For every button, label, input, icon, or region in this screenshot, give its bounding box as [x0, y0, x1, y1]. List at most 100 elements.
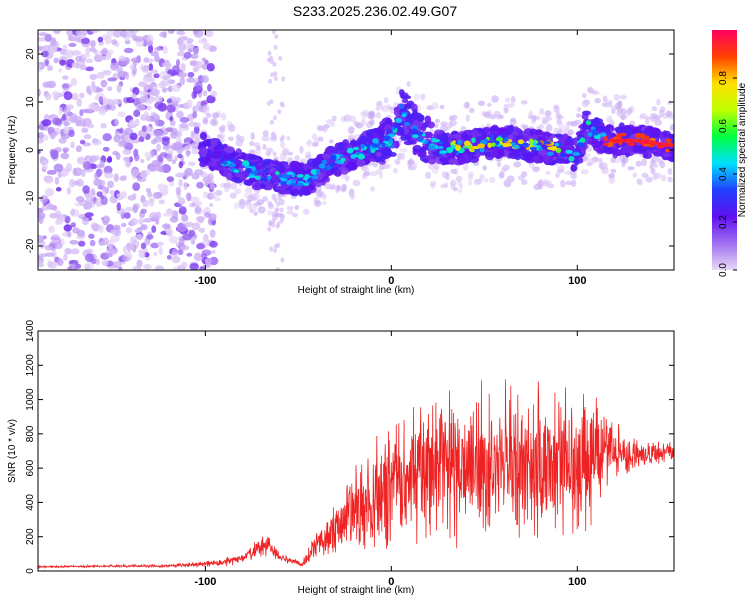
spectrogram-cell — [440, 183, 449, 189]
spectrogram-cell — [90, 30, 100, 34]
snr-y-label: SNR (10 * v/v) — [7, 419, 18, 483]
spectrogram-cell — [266, 100, 271, 106]
spectrogram-cell — [38, 131, 44, 140]
spectrogram-cell — [350, 154, 357, 159]
spectrogram-cell — [580, 169, 589, 175]
spectrogram-cell — [83, 134, 92, 140]
spectrogram-cell — [142, 199, 150, 208]
spectrogram-cell — [431, 102, 439, 110]
spectrogram-cell — [566, 121, 574, 126]
spectrogram-cell — [568, 129, 574, 136]
spectrogram-cell — [58, 215, 66, 222]
spectrogram-cell — [70, 77, 78, 86]
spectrogram-cell — [136, 103, 146, 111]
spectrogram-cell — [220, 112, 227, 121]
snr-y-tick-label: 0 — [25, 568, 36, 574]
spectrogram-cell — [242, 201, 250, 206]
spectrogram-cell — [81, 168, 86, 178]
spectrogram-cell — [314, 200, 322, 208]
spectrogram-cell — [508, 124, 515, 134]
spectrogram-cell — [262, 158, 274, 164]
spectrogram-cell — [51, 90, 60, 97]
spectrogram-x-tick-label: 100 — [568, 275, 586, 287]
spectrogram-cell — [349, 193, 355, 200]
spectrogram-cell — [53, 57, 59, 64]
spectrogram-cell — [211, 118, 219, 127]
spectrogram-cell — [545, 170, 551, 176]
spectrogram-cell — [370, 170, 379, 177]
spectrogram-cell — [272, 151, 277, 157]
spectrogram-cell — [60, 170, 70, 177]
spectrogram-cell — [102, 133, 112, 142]
spectrogram-cell — [132, 182, 141, 191]
spectrogram-cell — [151, 225, 157, 233]
spectrogram-cell — [273, 44, 278, 50]
spectrogram-cell — [38, 139, 44, 144]
spectrogram-cell — [131, 168, 139, 177]
spectrogram-cell — [440, 133, 448, 140]
spectrogram-cell — [140, 242, 147, 250]
spectrogram-cell — [545, 124, 553, 132]
spectrogram-cell — [543, 140, 551, 145]
spectrogram-cell — [228, 162, 236, 168]
spectrogram-cell — [608, 141, 613, 146]
spectrogram-cell — [379, 123, 386, 130]
spectrogram-cell — [176, 223, 187, 233]
spectrogram-cell — [304, 173, 310, 180]
spectrogram-cell — [147, 44, 154, 54]
spectrogram-cell — [596, 133, 601, 140]
spectrogram-cell — [467, 180, 473, 186]
spectrogram-cell — [279, 218, 284, 224]
spectrogram-cell — [210, 137, 218, 147]
spectrogram-cell — [326, 119, 332, 124]
spectrogram-cell — [139, 169, 148, 179]
spectrogram-cell — [383, 97, 389, 104]
spectrogram-cell — [489, 114, 497, 120]
spectrogram-cell — [262, 168, 268, 173]
spectrogram-cell — [310, 169, 319, 175]
spectrogram-cell — [199, 131, 208, 141]
spectrogram-y-tick-label: 10 — [25, 96, 36, 108]
spectrogram-cell — [248, 149, 255, 154]
spectrogram-cell — [96, 168, 102, 178]
spectrogram-x-label: Height of straight line (km) — [298, 285, 415, 296]
spectrogram-cell — [38, 207, 44, 213]
spectrogram-cell — [150, 88, 160, 97]
spectrogram-cell — [44, 244, 53, 251]
spectrogram-cell — [185, 192, 192, 202]
spectrogram-cell — [242, 160, 250, 167]
spectrogram-cell — [555, 172, 560, 179]
spectrogram-cell — [206, 63, 215, 72]
spectrogram-cell — [171, 248, 179, 255]
snr-y-tick-label: 400 — [25, 494, 36, 511]
spectrogram-cell — [79, 64, 87, 70]
spectrogram-cell — [455, 175, 463, 182]
spectrogram-cell — [469, 107, 475, 114]
colorbar-bar — [712, 30, 737, 270]
spectrogram-cell — [273, 248, 278, 254]
spectrogram-cell — [186, 99, 193, 109]
spectrogram-cell — [347, 126, 355, 134]
spectrogram-cell — [260, 177, 265, 182]
spectrogram-x-ticks: -100 0 100 — [194, 30, 586, 287]
spectrogram-cell — [63, 224, 73, 232]
spectrogram-cell — [138, 250, 146, 259]
spectrogram-cell — [126, 160, 131, 167]
spectrogram-cell — [583, 153, 591, 158]
spectrogram-cell — [60, 116, 67, 121]
spectrogram-cell — [406, 81, 411, 87]
spectrogram-cell — [183, 221, 194, 228]
spectrogram-cell — [656, 98, 661, 106]
spectrogram-y-label: Frequency (Hz) — [7, 116, 18, 185]
spectrogram-cell — [235, 134, 241, 142]
spectrogram-cell — [147, 191, 153, 198]
spectrogram-cell — [153, 73, 160, 79]
spectrogram-cell — [592, 90, 600, 96]
spectrogram-cell — [161, 223, 171, 229]
spectrogram-cell — [112, 224, 121, 231]
snr-series-line — [38, 379, 674, 570]
spectrogram-cell — [112, 30, 123, 38]
spectrogram-cell — [183, 51, 192, 59]
spectrogram-cell — [462, 163, 469, 171]
